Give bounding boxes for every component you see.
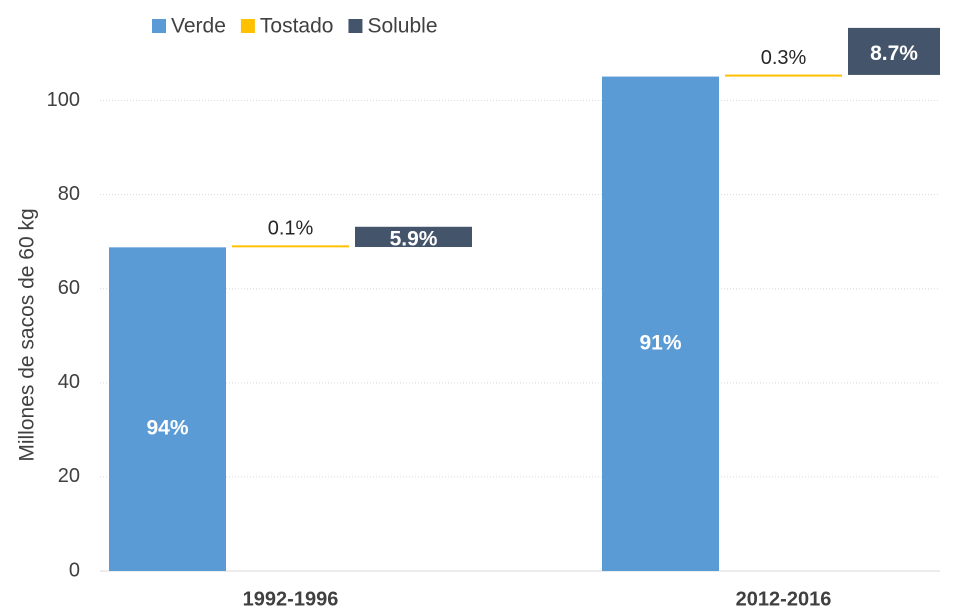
legend-label: Tostado bbox=[260, 15, 334, 38]
y-tick-label: 100 bbox=[47, 89, 80, 111]
data-label: 0.3% bbox=[761, 47, 807, 69]
bar bbox=[602, 76, 719, 571]
y-tick-label: 60 bbox=[58, 277, 80, 299]
data-label: 91% bbox=[639, 331, 681, 354]
bar bbox=[232, 245, 349, 248]
data-label: 0.1% bbox=[268, 218, 314, 240]
legend-label: Verde bbox=[171, 15, 226, 38]
legend-label: Soluble bbox=[367, 15, 437, 38]
y-tick-label: 80 bbox=[58, 183, 80, 205]
x-tick-label: 2012-2016 bbox=[736, 588, 832, 610]
bar bbox=[725, 74, 842, 77]
data-label: 5.9% bbox=[390, 227, 438, 250]
y-tick-label: 0 bbox=[69, 559, 80, 581]
x-tick-label: 1992-1996 bbox=[243, 588, 339, 610]
y-tick-label: 20 bbox=[58, 465, 80, 487]
legend-swatch bbox=[240, 19, 255, 33]
bar bbox=[109, 247, 226, 571]
legend-swatch bbox=[152, 19, 166, 33]
legend-swatch bbox=[348, 19, 363, 33]
data-label: 94% bbox=[146, 417, 188, 440]
y-tick-label: 40 bbox=[58, 371, 80, 393]
y-axis-label: Millones de sacos de 60 kg bbox=[16, 208, 39, 461]
bar bbox=[355, 226, 472, 248]
bar bbox=[848, 27, 940, 75]
data-label: 8.7% bbox=[870, 42, 918, 65]
